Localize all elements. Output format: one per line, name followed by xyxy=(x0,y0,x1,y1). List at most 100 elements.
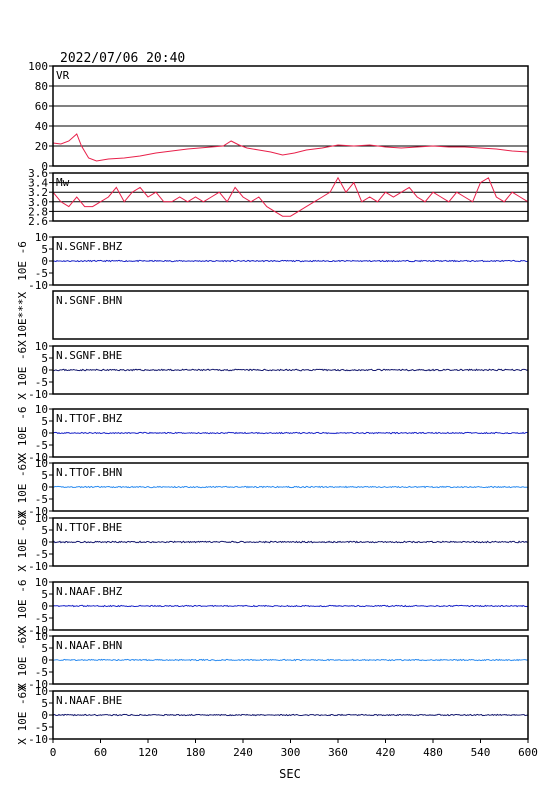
panel-frame xyxy=(52,236,529,286)
series-line-sgnf_bhz xyxy=(52,259,529,263)
y-tick-label: 0 xyxy=(41,481,48,494)
panel-frame xyxy=(52,462,529,512)
y-tick-label: 0 xyxy=(41,600,48,613)
y-axis-unit-label: X 10E -6 xyxy=(16,580,29,633)
x-tick-label: 120 xyxy=(138,746,158,759)
panel-label: N.NAAF.BHZ xyxy=(56,585,123,598)
x-tick-label: 540 xyxy=(471,746,491,759)
panel-sgnf_bhn: N.SGNF.BHN 10E***X xyxy=(16,290,529,340)
panel-frame xyxy=(52,345,529,395)
y-tick-label: 10 xyxy=(35,340,48,353)
panel-label: N.SGNF.BHZ xyxy=(56,240,123,253)
y-tick-label: 5 xyxy=(41,588,48,601)
y-tick-label: -10 xyxy=(28,733,48,746)
y-tick-label: 2.6 xyxy=(28,215,48,228)
panel-frame xyxy=(52,290,529,340)
panel-label: N.NAAF.BHN xyxy=(56,639,122,652)
x-axis: 0 60 120 180 240 300 360 420 480 540 600 xyxy=(50,739,538,759)
series-line-naaf_bhe xyxy=(52,713,529,717)
y-tick-label: 0 xyxy=(41,364,48,377)
panel-label: N.TTOF.BHE xyxy=(56,521,122,534)
panel-label: N.TTOF.BHZ xyxy=(56,412,123,425)
y-tick-label: -10 xyxy=(28,560,48,573)
y-tick-label: -5 xyxy=(35,376,48,389)
y-tick-label: 10 xyxy=(35,576,48,589)
y-tick-label: 0 xyxy=(41,709,48,722)
y-axis-unit-label: X 10E -6X xyxy=(16,340,29,400)
panel-vr: 100 80 60 40 20 0 VR xyxy=(28,60,529,173)
y-tick-label: -5 xyxy=(35,548,48,561)
y-tick-label: 2.8 xyxy=(28,205,48,218)
panel-label: VR xyxy=(56,69,70,82)
x-tick-label: 240 xyxy=(233,746,253,759)
panel-frame xyxy=(52,65,529,167)
y-tick-label: 80 xyxy=(35,80,48,93)
series-line-ttof_bhn xyxy=(52,485,529,489)
x-tick-label: 480 xyxy=(423,746,443,759)
datetime-header: 2022/07/06 20:40 xyxy=(60,51,185,66)
panel-frame xyxy=(52,408,529,458)
y-tick-label: 0 xyxy=(41,427,48,440)
x-tick-label: 420 xyxy=(376,746,396,759)
y-tick-label: 0 xyxy=(41,654,48,667)
x-tick-label: 180 xyxy=(186,746,206,759)
panel-mw: 3.63.43.23.02.82.6 Mw xyxy=(28,167,529,228)
y-tick-label: -10 xyxy=(28,451,48,464)
x-tick-label: 600 xyxy=(518,746,538,759)
y-axis-unit-label: X 10E -6X xyxy=(16,457,29,517)
y-tick-label: -5 xyxy=(35,493,48,506)
panel-label: Mw xyxy=(56,176,70,189)
y-tick-label: 5 xyxy=(41,697,48,710)
panel-frame xyxy=(52,581,529,631)
panel-frame xyxy=(52,172,529,222)
y-tick-label: 5 xyxy=(41,415,48,428)
series-line-naaf_bhn xyxy=(52,658,529,662)
y-tick-label: 5 xyxy=(41,524,48,537)
series-line-mw xyxy=(52,176,529,217)
y-tick-label: -5 xyxy=(35,721,48,734)
y-tick-label: 10 xyxy=(35,403,48,416)
y-tick-label: -5 xyxy=(35,666,48,679)
panel-label: N.SGNF.BHN xyxy=(56,294,122,307)
y-tick-label: 3.0 xyxy=(28,196,48,209)
panel-label: N.TTOF.BHN xyxy=(56,466,122,479)
y-tick-label: -10 xyxy=(28,388,48,401)
series-line-ttof_bhz xyxy=(52,431,529,435)
y-axis-unit-label: X 10E -6 xyxy=(16,407,29,460)
y-tick-label: 60 xyxy=(35,100,48,113)
y-tick-label: 3.4 xyxy=(28,177,48,190)
panel-label: N.SGNF.BHE xyxy=(56,349,122,362)
y-tick-label: 5 xyxy=(41,642,48,655)
y-tick-label: 5 xyxy=(41,243,48,256)
panel-frame xyxy=(52,517,529,567)
y-axis-unit-label: 10E***X xyxy=(16,291,29,338)
y-tick-label: -5 xyxy=(35,267,48,280)
y-tick-label: 10 xyxy=(35,685,48,698)
y-axis-unit-label: X 10E -6X xyxy=(16,685,29,745)
y-tick-label: 10 xyxy=(35,630,48,643)
y-tick-label: -10 xyxy=(28,678,48,691)
y-axis-unit-label: X 10E -6X xyxy=(16,512,29,572)
x-tick-label: 300 xyxy=(281,746,301,759)
series-line-vr xyxy=(52,133,529,162)
panel-frame xyxy=(52,635,529,685)
y-tick-label: 40 xyxy=(35,120,48,133)
y-tick-label: 0 xyxy=(41,255,48,268)
y-tick-label: 3.2 xyxy=(28,186,48,199)
y-tick-label: 3.6 xyxy=(28,167,48,180)
y-tick-label: 10 xyxy=(35,231,48,244)
y-tick-label: -5 xyxy=(35,439,48,452)
panel-label: N.NAAF.BHE xyxy=(56,694,122,707)
series-line-sgnf_bhe xyxy=(52,368,529,372)
series-line-ttof_bhe xyxy=(52,540,529,544)
